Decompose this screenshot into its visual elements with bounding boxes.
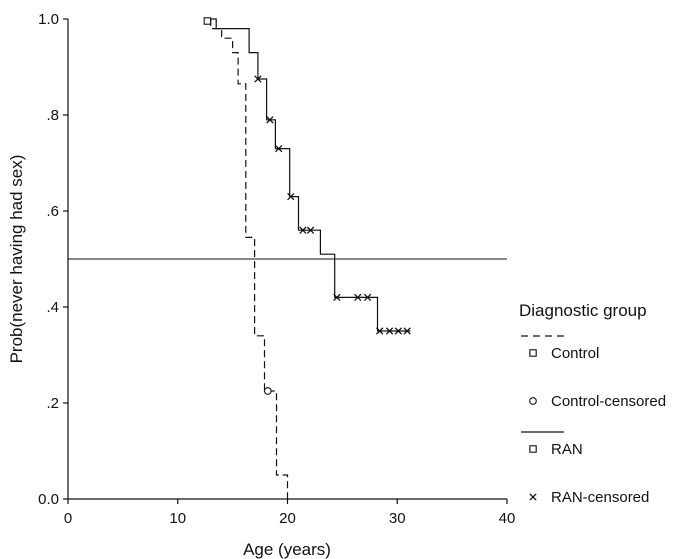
data-point-ran-censored-stroke-b: [275, 144, 283, 153]
data-point-ran-censored: [376, 327, 384, 335]
legend-label-control-censored: Control-censored: [551, 393, 666, 410]
data-point-ran-censored-stroke-b: [333, 293, 341, 302]
x-axis-title: Age (years): [243, 540, 331, 559]
x-tick-label: 40: [499, 510, 516, 527]
data-point-ran-censored: [354, 293, 362, 302]
data-point-ran-censored: [306, 226, 315, 234]
x-tick-label: 10: [169, 510, 186, 527]
legend-title: Diagnostic group: [519, 301, 647, 320]
data-point-ran-censored-stroke-b: [254, 75, 262, 83]
data-point-ran-censored-stroke-b: [287, 192, 295, 201]
data-point-ran-censored-stroke-b: [354, 293, 362, 302]
legend: Diagnostic group Control Control-censored R…: [519, 301, 666, 506]
data-point-ran-censored-stroke-b: [376, 327, 384, 335]
y-tick-label: 0.0: [38, 491, 59, 508]
y-tick-label: 1.0: [38, 11, 59, 28]
data-point-ran-censored-stroke-b: [266, 116, 274, 124]
data-point-ran-censored: [275, 144, 283, 153]
legend-marker-control: [529, 349, 537, 357]
y-tick-label: .2: [46, 395, 59, 412]
data-point-ran-censored-stroke-b: [299, 226, 307, 234]
legend-marker-ran-censored-stroke-b: [529, 493, 537, 501]
y-tick-label: .4: [46, 299, 59, 316]
plot-area: 0 10 20 30 40 0.0 .2 .4 .6 .8 1.0: [38, 11, 515, 527]
data-point-ran-censored: [394, 327, 403, 335]
legend-marker-ran: [529, 445, 537, 453]
legend-label-ran-censored: RAN-censored: [551, 489, 649, 506]
data-point-ran-censored: [299, 226, 307, 234]
series-start-marker-ran: [203, 17, 212, 25]
data-point-ran-censored: [385, 327, 394, 335]
data-point-ran-censored-stroke-b: [363, 293, 372, 302]
data-point-ran-censored: [287, 192, 295, 201]
x-tick-label: 20: [279, 510, 296, 527]
data-point-ran-censored: [403, 327, 411, 335]
data-point-ran-censored-stroke-b: [394, 327, 403, 335]
data-point-ran-censored: [363, 293, 372, 302]
y-tick-label: .6: [46, 203, 59, 220]
legend-marker-control-censored: [529, 397, 537, 405]
legend-marker-ran-censored: [529, 493, 537, 501]
legend-label-control: Control: [551, 345, 599, 362]
data-point-ran-censored: [266, 116, 274, 124]
x-tick-label: 0: [64, 510, 72, 527]
data-point-ran-censored-stroke-b: [385, 327, 394, 335]
series-line-ran: [207, 18, 411, 332]
series-line-control: [210, 19, 289, 499]
data-point-ran-censored: [254, 75, 262, 83]
data-point-ran-censored-stroke-b: [403, 327, 411, 335]
data-point-control-censored: [263, 387, 272, 395]
data-point-ran-censored-stroke-b: [306, 226, 315, 234]
y-axis-title: Prob(never having had sex): [7, 155, 26, 364]
legend-label-ran: RAN: [551, 441, 583, 458]
data-point-ran-censored: [333, 293, 341, 302]
x-tick-label: 30: [389, 510, 406, 527]
y-tick-label: .8: [46, 107, 59, 124]
